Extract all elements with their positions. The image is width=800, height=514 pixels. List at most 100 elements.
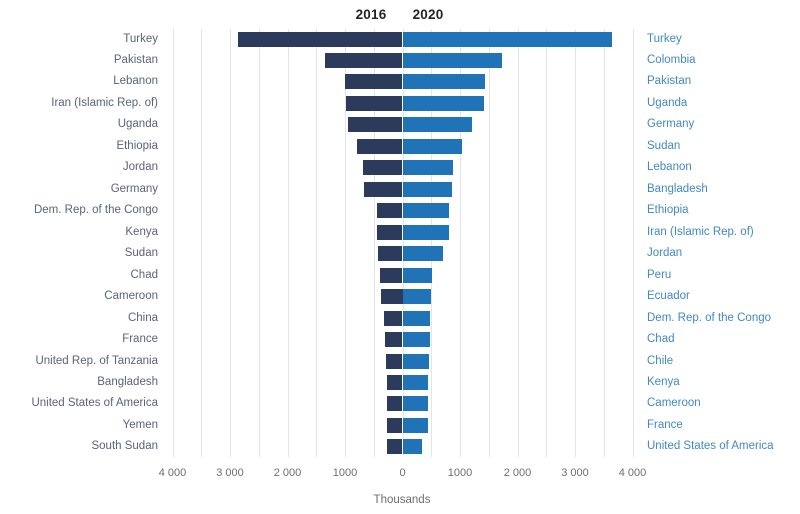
bar-2020-ethiopia (402, 203, 449, 219)
bar-2020-chile (402, 353, 429, 369)
country-label-2016-kenya: Kenya (125, 225, 158, 238)
bar-2016-china (384, 310, 403, 326)
bar-2016-bangladesh (386, 375, 403, 391)
series-year-2016-title: 2016 (355, 7, 387, 22)
bar-2016-sudan (378, 246, 403, 262)
x-axis-tick: 3 000 (561, 467, 589, 479)
bar-2016-jordan (363, 160, 403, 176)
country-label-2020-colombia: Colombia (647, 53, 696, 66)
country-label-2016-cameroon: Cameroon (104, 290, 158, 303)
x-axis-tick: 2 000 (273, 467, 302, 479)
country-label-2016-ethiopia: Ethiopia (116, 139, 158, 152)
gridline (431, 29, 433, 457)
gridline (546, 29, 548, 457)
country-label-2020-chad: Chad (647, 333, 675, 346)
country-label-2020-united-states-of-america: United States of America (647, 440, 774, 453)
x-axis-tick: 4 000 (158, 467, 187, 479)
bar-2016-united-rep-of-tanzania (386, 353, 403, 369)
bar-2016-yemen (386, 417, 403, 433)
bar-2020-jordan (402, 246, 443, 262)
bar-2016-ethiopia (356, 138, 403, 154)
bar-2016-chad (380, 267, 403, 283)
country-label-2020-sudan: Sudan (647, 139, 681, 152)
country-label-2016-united-states-of-america: United States of America (31, 397, 158, 410)
country-label-2016-sudan: Sudan (124, 247, 158, 260)
bar-2020-germany (402, 117, 473, 133)
country-label-2020-ethiopia: Ethiopia (647, 204, 689, 217)
bar-2016-germany (363, 181, 403, 197)
country-label-2020-cameroon: Cameroon (647, 397, 701, 410)
gridline (373, 29, 375, 457)
x-axis-tick: 3 000 (216, 467, 244, 479)
gridline (632, 29, 634, 457)
country-label-2020-jordan: Jordan (647, 247, 683, 260)
country-label-2020-kenya: Kenya (647, 376, 680, 389)
series-year-2020-title: 2020 (412, 7, 444, 22)
country-label-2016-china: China (127, 311, 158, 324)
country-label-2016-france: France (122, 333, 158, 346)
bar-2016-cameroon (380, 289, 403, 305)
bar-2020-iran-islamic-rep-of (402, 224, 449, 240)
gridline (316, 29, 318, 457)
x-axis-tick: 1000 (332, 467, 358, 479)
gridline (230, 29, 231, 457)
bar-2020-kenya (402, 375, 429, 391)
country-label-2020-france: France (647, 418, 683, 431)
x-axis-tick: 0 (399, 467, 406, 479)
x-axis-tick: 2 000 (503, 467, 532, 479)
bar-2020-sudan (402, 138, 463, 154)
country-label-2020-lebanon: Lebanon (647, 161, 692, 174)
bar-2020-turkey (402, 31, 613, 47)
country-label-2020-iran-islamic-rep-of: Iran (Islamic Rep. of) (647, 225, 754, 238)
bar-2016-dem-rep-of-the-congo (376, 203, 403, 219)
gridline (603, 29, 605, 457)
country-label-2016-pakistan: Pakistan (113, 53, 158, 66)
bar-2016-turkey (237, 31, 403, 47)
gridline (488, 29, 490, 457)
country-label-2016-germany: Germany (110, 182, 158, 195)
gridline (517, 29, 519, 457)
country-label-2016-south-sudan: South Sudan (91, 440, 158, 453)
gridline (258, 29, 260, 457)
bar-2016-south-sudan (387, 439, 403, 455)
country-label-2016-turkey: Turkey (123, 32, 158, 45)
country-label-2016-dem-rep-of-the-congo: Dem. Rep. of the Congo (33, 204, 158, 217)
country-label-2020-chile: Chile (647, 354, 674, 367)
country-label-2020-turkey: Turkey (647, 32, 682, 45)
bar-2020-cameroon (402, 396, 428, 412)
country-label-2020-dem-rep-of-the-congo: Dem. Rep. of the Congo (647, 311, 772, 324)
bar-2016-lebanon (344, 74, 403, 90)
bar-2020-dem-rep-of-the-congo (402, 310, 430, 326)
x-axis-tick: 1000 (447, 467, 473, 479)
bar-2016-iran-islamic-rep-of (346, 95, 403, 111)
bar-2020-colombia (402, 52, 502, 68)
country-label-2020-ecuador: Ecuador (647, 290, 690, 303)
bar-2020-chad (402, 332, 430, 348)
country-label-2016-iran-islamic-rep-of: Iran (Islamic Rep. of) (51, 96, 158, 109)
gridline (201, 29, 203, 457)
country-label-2016-bangladesh: Bangladesh (97, 376, 158, 389)
country-label-2016-yemen: Yemen (122, 418, 158, 431)
country-label-2020-germany: Germany (647, 118, 695, 131)
gridline (287, 29, 289, 457)
country-label-2016-lebanon: Lebanon (113, 75, 158, 88)
bar-2020-united-states-of-america (402, 439, 423, 455)
country-label-2020-uganda: Uganda (647, 96, 688, 109)
country-label-2016-chad: Chad (130, 268, 159, 281)
country-label-2020-peru: Peru (647, 268, 672, 281)
bar-2020-lebanon (402, 160, 453, 176)
bar-2016-pakistan (324, 52, 403, 68)
x-axis-unit-label: Thousands (373, 494, 431, 506)
x-axis-tick: 4 000 (618, 467, 647, 479)
bar-2016-france (385, 332, 403, 348)
country-label-2016-jordan: Jordan (122, 161, 158, 174)
country-label-2016-united-rep-of-tanzania: United Rep. of Tanzania (35, 354, 158, 367)
country-label-2020-bangladesh: Bangladesh (647, 182, 708, 195)
bar-2020-pakistan (402, 74, 486, 90)
bar-2020-france (402, 417, 428, 433)
country-label-2020-pakistan: Pakistan (647, 75, 692, 88)
gridline (402, 29, 404, 457)
gridline (460, 29, 461, 457)
bar-2016-uganda (348, 117, 403, 133)
